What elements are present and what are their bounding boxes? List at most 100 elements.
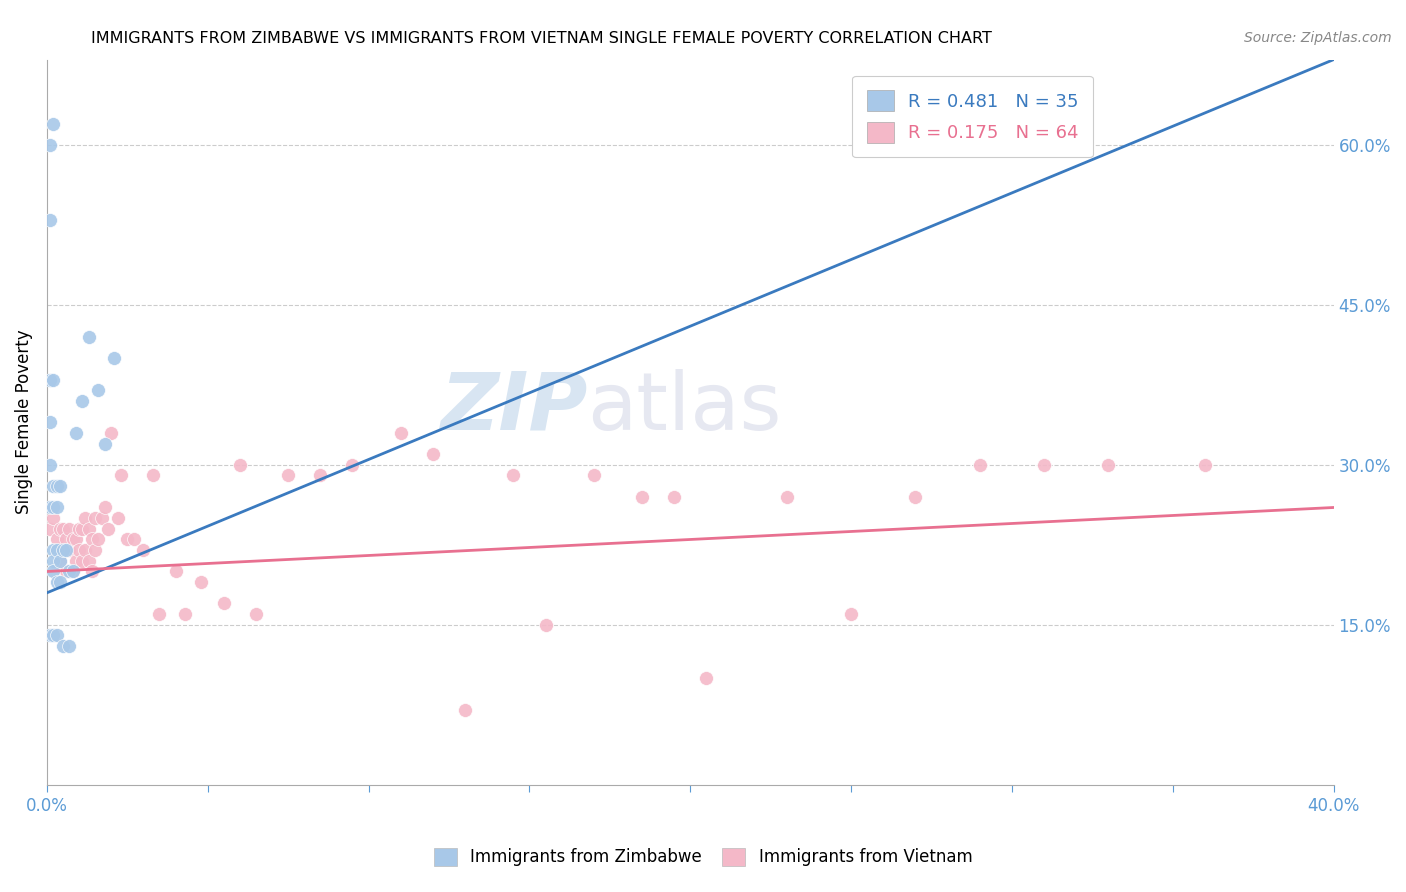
Point [52, 639, 75, 653]
Point [39, 500, 62, 515]
Point [148, 607, 170, 621]
Point [49, 479, 72, 493]
Point [454, 703, 477, 717]
Point [45, 500, 67, 515]
Point [52, 543, 75, 558]
Point [42, 543, 65, 558]
Legend: R = 0.481   N = 35, R = 0.175   N = 64: R = 0.481 N = 35, R = 0.175 N = 64 [852, 76, 1092, 157]
Text: ZIP: ZIP [440, 368, 588, 447]
Point [389, 425, 412, 440]
Point [1033, 458, 1056, 472]
Point [1097, 458, 1119, 472]
Point [39, 137, 62, 152]
Point [49, 575, 72, 590]
Point [77, 330, 100, 344]
Point [776, 490, 799, 504]
Point [84, 543, 107, 558]
Point [49, 554, 72, 568]
Point [55, 533, 77, 547]
Point [502, 468, 524, 483]
Point [39, 372, 62, 386]
Point [342, 458, 364, 472]
Point [39, 628, 62, 642]
Point [839, 607, 862, 621]
Point [39, 415, 62, 429]
Point [84, 511, 107, 525]
Point [62, 533, 84, 547]
Point [72, 522, 94, 536]
Point [534, 617, 557, 632]
Point [664, 490, 686, 504]
Point [67, 543, 90, 558]
Point [42, 554, 65, 568]
Point [45, 628, 67, 642]
Point [1194, 458, 1216, 472]
Point [67, 522, 90, 536]
Point [631, 490, 654, 504]
Text: IMMIGRANTS FROM ZIMBABWE VS IMMIGRANTS FROM VIETNAM SINGLE FEMALE POVERTY CORREL: IMMIGRANTS FROM ZIMBABWE VS IMMIGRANTS F… [91, 31, 993, 46]
Point [42, 117, 65, 131]
Point [969, 458, 991, 472]
Point [94, 500, 117, 515]
Point [75, 511, 97, 525]
Point [100, 425, 122, 440]
Point [55, 565, 77, 579]
Point [42, 628, 65, 642]
Point [62, 565, 84, 579]
Point [117, 533, 139, 547]
Point [52, 522, 75, 536]
Point [72, 554, 94, 568]
Text: atlas: atlas [588, 368, 782, 447]
Point [42, 500, 65, 515]
Point [45, 533, 67, 547]
Point [695, 671, 717, 685]
Point [110, 468, 132, 483]
Point [58, 639, 80, 653]
Point [62, 565, 84, 579]
Point [49, 522, 72, 536]
Point [45, 543, 67, 558]
Point [65, 554, 87, 568]
Point [309, 468, 332, 483]
Point [190, 575, 212, 590]
Point [122, 533, 145, 547]
Point [107, 511, 129, 525]
Point [42, 565, 65, 579]
Point [77, 522, 100, 536]
Point [58, 522, 80, 536]
Point [45, 575, 67, 590]
Y-axis label: Single Female Poverty: Single Female Poverty [15, 330, 32, 515]
Point [165, 565, 187, 579]
Legend: Immigrants from Zimbabwe, Immigrants from Vietnam: Immigrants from Zimbabwe, Immigrants fro… [425, 839, 981, 875]
Point [80, 565, 103, 579]
Point [49, 554, 72, 568]
Point [75, 543, 97, 558]
Point [277, 468, 299, 483]
Point [58, 543, 80, 558]
Point [582, 468, 605, 483]
Point [55, 543, 77, 558]
Point [904, 490, 927, 504]
Point [90, 511, 112, 525]
Point [174, 607, 197, 621]
Point [42, 511, 65, 525]
Point [65, 533, 87, 547]
Point [103, 351, 125, 366]
Point [52, 543, 75, 558]
Point [212, 597, 235, 611]
Point [45, 479, 67, 493]
Point [39, 212, 62, 227]
Point [77, 554, 100, 568]
Point [39, 522, 62, 536]
Point [87, 533, 110, 547]
Text: Source: ZipAtlas.com: Source: ZipAtlas.com [1244, 31, 1392, 45]
Point [58, 565, 80, 579]
Point [42, 372, 65, 386]
Point [42, 479, 65, 493]
Point [142, 468, 165, 483]
Point [229, 458, 252, 472]
Point [132, 543, 155, 558]
Point [87, 383, 110, 397]
Point [72, 393, 94, 408]
Point [65, 425, 87, 440]
